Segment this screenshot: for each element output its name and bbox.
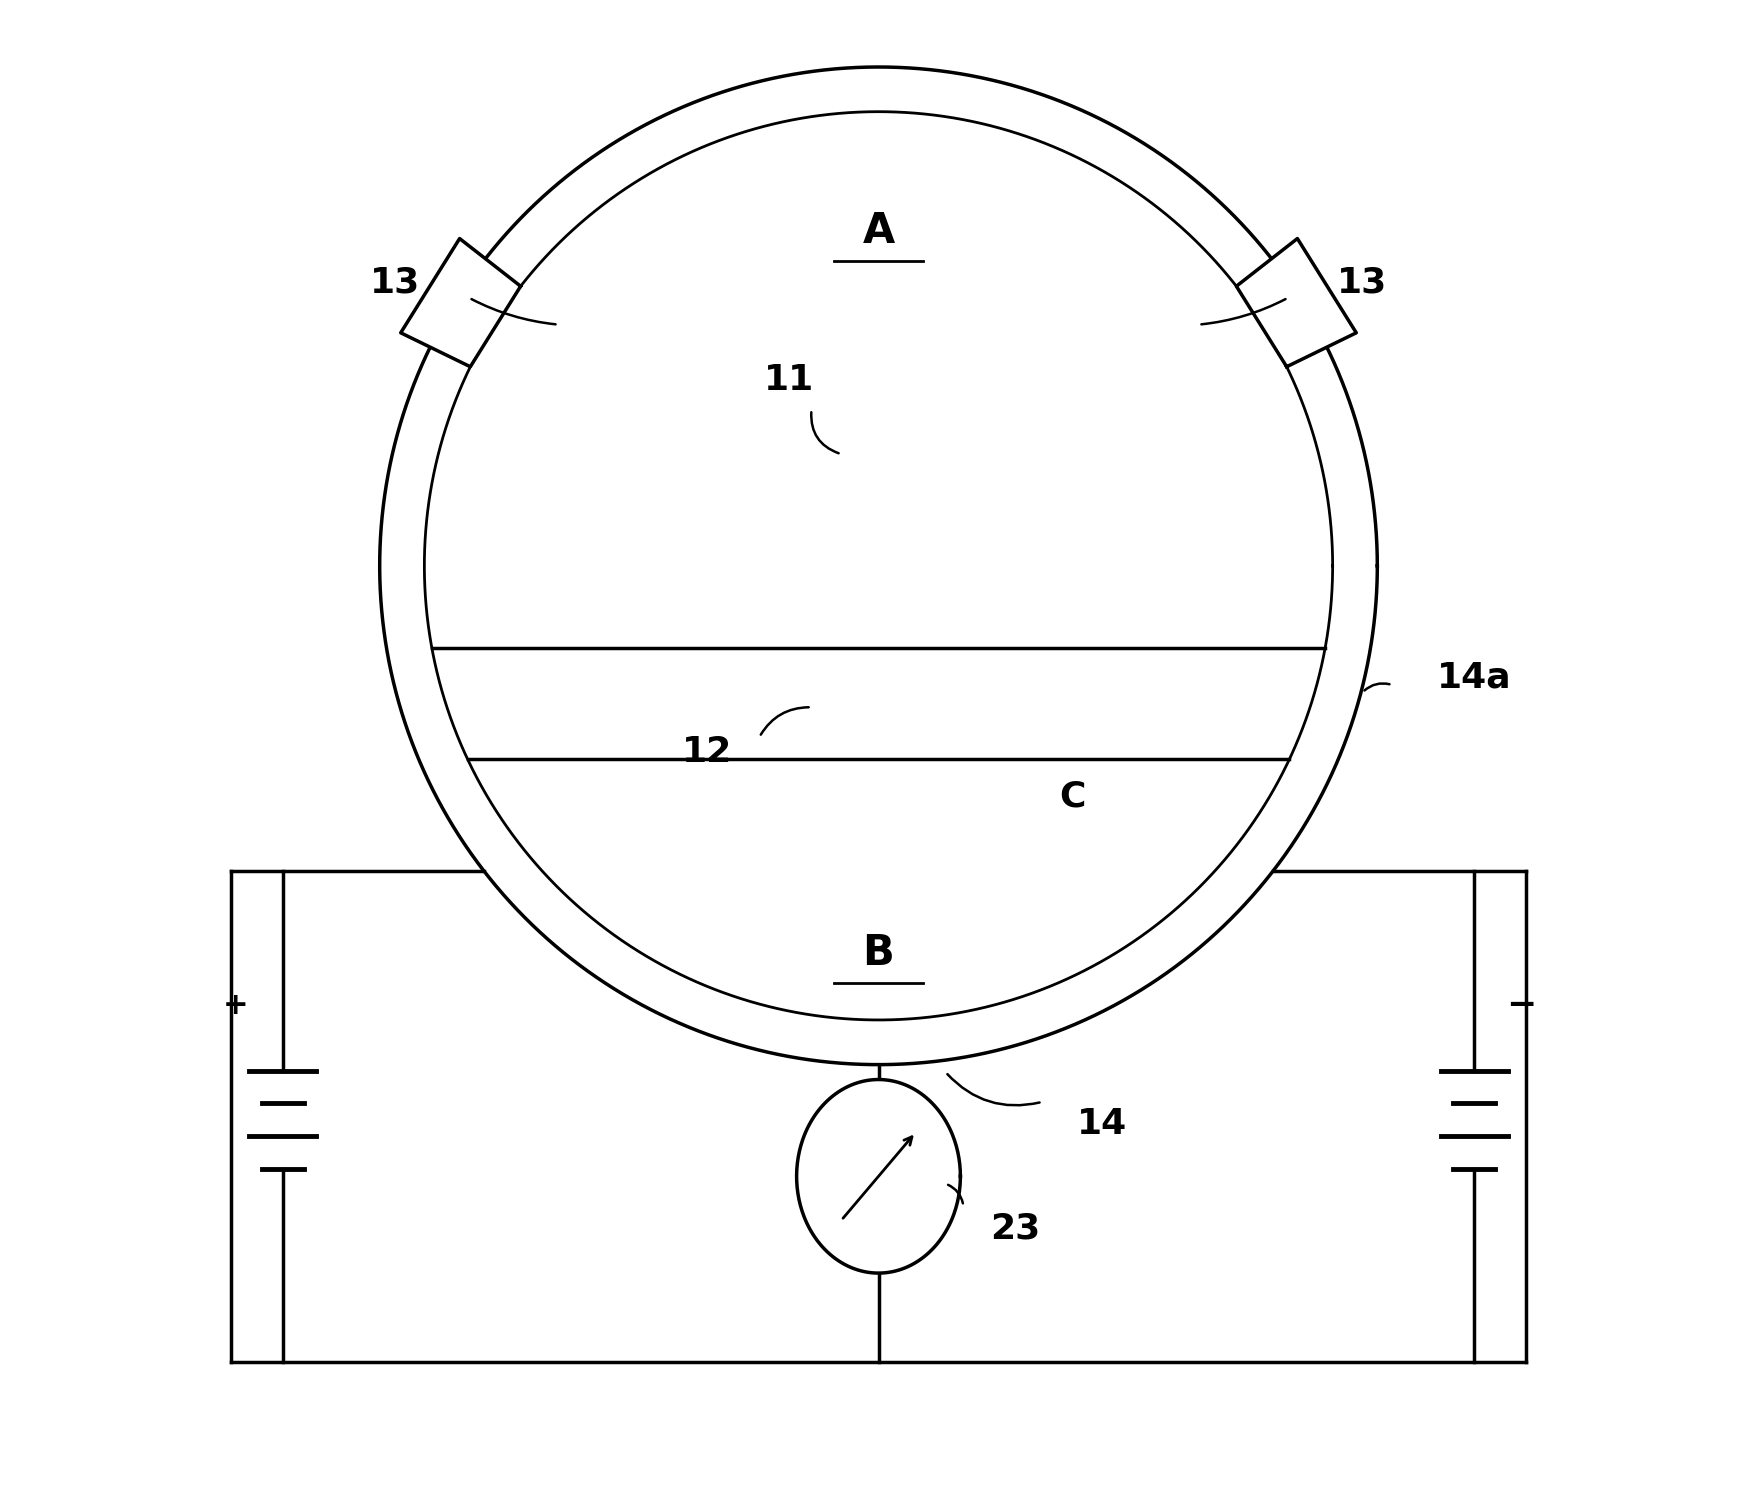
Text: 14a: 14a [1437,661,1511,694]
Text: 13: 13 [1337,267,1388,299]
Text: −: − [1506,989,1537,1021]
Text: +: + [223,990,248,1020]
Polygon shape [796,1080,961,1273]
Text: C: C [1059,780,1086,813]
Text: 12: 12 [682,736,733,768]
Text: 14: 14 [1077,1108,1126,1141]
Text: 11: 11 [764,363,813,396]
Text: A: A [863,210,894,252]
Polygon shape [1237,238,1356,366]
Text: 23: 23 [991,1212,1040,1245]
Text: B: B [863,932,894,974]
Polygon shape [401,238,520,366]
Text: 13: 13 [369,267,420,299]
